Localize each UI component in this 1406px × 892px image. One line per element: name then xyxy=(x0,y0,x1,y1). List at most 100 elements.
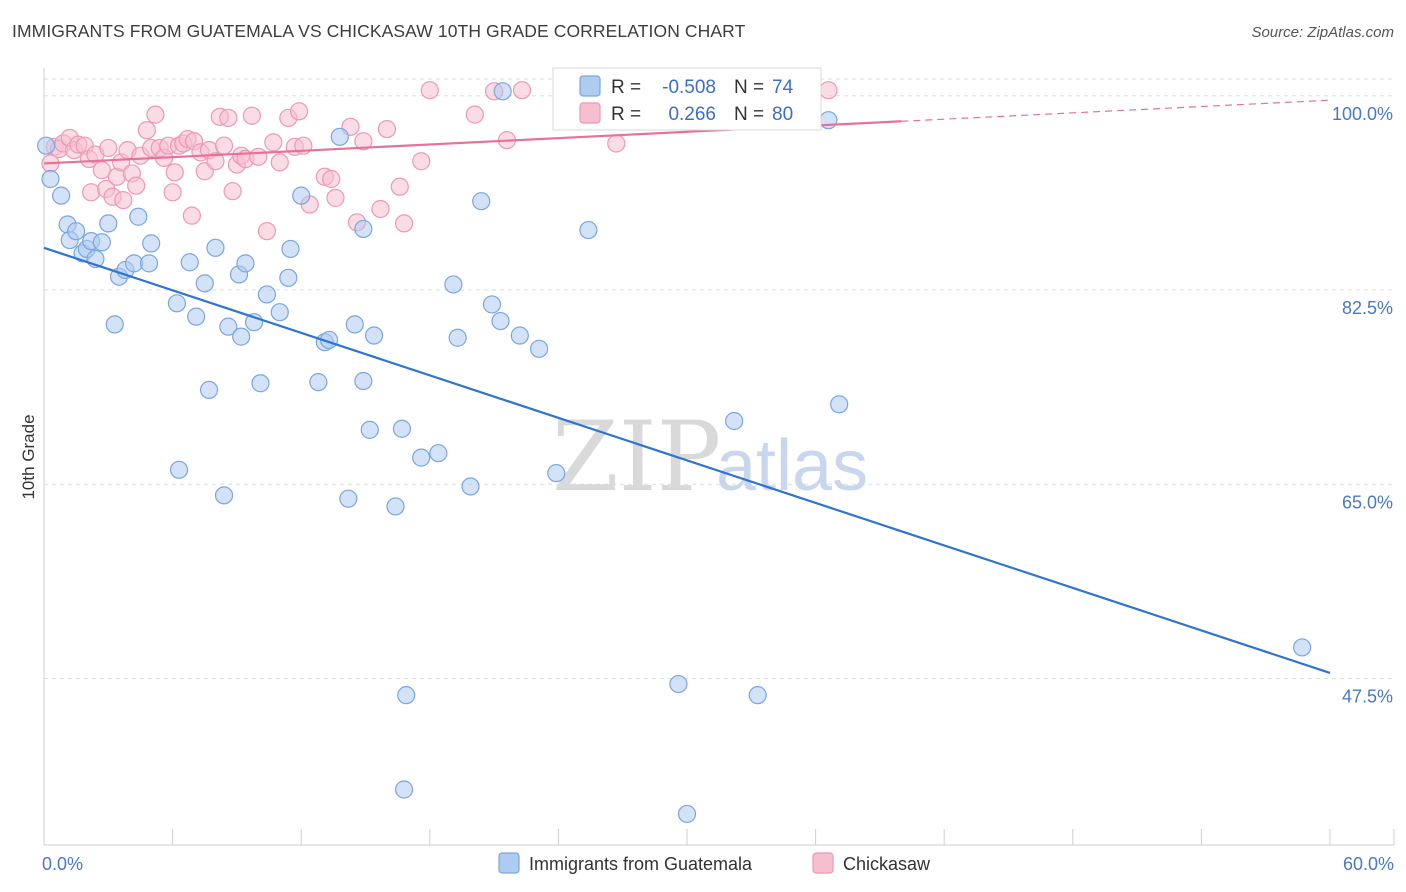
guatemala-point xyxy=(364,326,384,345)
guatemala-point xyxy=(448,328,467,347)
guatemala-point xyxy=(530,339,549,358)
y-tick-labels: 100.0% 82.5% 65.0% 47.5% xyxy=(1332,104,1393,707)
chickasaw-point xyxy=(607,134,626,153)
guatemala-point xyxy=(493,82,512,101)
chickasaw-point xyxy=(182,206,201,225)
guatemala-point xyxy=(579,220,598,240)
series-legend-label-guatemala: Immigrants from Guatemala xyxy=(529,854,753,874)
chickasaw-point xyxy=(412,152,431,171)
guatemala-point xyxy=(392,419,412,438)
guatemala-point xyxy=(397,686,416,705)
watermark-atlas: atlas xyxy=(716,426,868,506)
chickasaw-point xyxy=(137,121,156,140)
chickasaw-point xyxy=(264,133,283,152)
guatemala-point xyxy=(270,303,289,322)
guatemala-point xyxy=(99,214,118,233)
chickasaw-point xyxy=(326,188,345,207)
legend-r-value-chickasaw: 0.266 xyxy=(668,104,716,125)
gridlines xyxy=(44,78,1394,679)
guatemala-point xyxy=(180,253,199,272)
chickasaw-point xyxy=(82,183,101,202)
series-legend: Immigrants from Guatemala Chickasaw xyxy=(498,852,931,874)
guatemala-point xyxy=(444,275,463,294)
y-tick-label: 65.0% xyxy=(1342,492,1393,512)
x-tick-label-min: 0.0% xyxy=(42,854,83,874)
guatemala-point xyxy=(41,169,60,189)
guatemala-point xyxy=(292,186,311,205)
chart-title: IMMIGRANTS FROM GUATEMALA VS CHICKASAW 1… xyxy=(12,21,746,41)
guatemala-point xyxy=(547,464,566,483)
guatemala-point xyxy=(482,295,502,314)
guatemala-point xyxy=(510,326,529,345)
chickasaw-point xyxy=(257,222,277,241)
guatemala-point xyxy=(677,804,697,824)
guatemala-point xyxy=(187,307,206,326)
guatemala-point xyxy=(52,186,71,205)
y-tick-label: 82.5% xyxy=(1342,298,1393,318)
x-tick-label-max: 60.0% xyxy=(1343,854,1394,874)
legend-n-label-chickasaw: N = xyxy=(734,104,764,125)
chickasaw-point xyxy=(512,81,532,100)
guatemala-point xyxy=(129,207,148,226)
guatemala-point xyxy=(37,136,56,155)
guatemala-point xyxy=(105,315,124,334)
watermark-zip: ZIP xyxy=(552,401,721,513)
chickasaw-point xyxy=(270,153,289,172)
guatemala-point xyxy=(195,274,214,293)
chickasaw-point xyxy=(289,102,309,121)
guatemala-point xyxy=(461,477,480,496)
y-tick-label: 47.5% xyxy=(1342,687,1393,707)
guatemala-point xyxy=(386,497,405,516)
guatemala-point xyxy=(330,127,349,146)
chickasaw-point xyxy=(249,147,268,166)
chickasaw-trend-extension xyxy=(901,99,1331,122)
chickasaw-point xyxy=(354,132,373,151)
guatemala-point xyxy=(232,327,251,346)
chickasaw-point xyxy=(371,199,390,219)
guatemala-point xyxy=(236,254,255,273)
guatemala-point xyxy=(394,780,414,799)
guatemala-point xyxy=(142,234,161,253)
guatemala-point xyxy=(1293,638,1312,657)
guatemala-point xyxy=(669,674,688,694)
source-note: Source: ZipAtlas.com xyxy=(1251,24,1394,41)
y-tick-label: 100.0% xyxy=(1332,104,1393,124)
watermark: ZIP atlas xyxy=(552,401,868,513)
chickasaw-point xyxy=(377,119,397,139)
chickasaw-point xyxy=(146,105,165,124)
guatemala-point xyxy=(429,444,448,463)
legend-r-value-guatemala: -0.508 xyxy=(662,77,716,98)
guatemala-point xyxy=(279,268,298,287)
guatemala-point xyxy=(354,371,373,391)
y-axis-title: 10th Grade xyxy=(19,414,38,499)
legend-r-label-chickasaw: R = xyxy=(611,104,641,125)
guatemala-point xyxy=(206,238,225,257)
guatemala-point xyxy=(67,222,86,241)
chickasaw-point xyxy=(242,106,262,125)
guatemala-point xyxy=(309,373,328,392)
guatemala-point xyxy=(339,489,358,508)
series-legend-swatch-guatemala xyxy=(498,852,520,874)
chickasaw-point xyxy=(214,136,234,155)
guatemala-point xyxy=(92,233,111,252)
guatemala-point xyxy=(257,285,277,304)
guatemala-point xyxy=(251,374,270,393)
guatemala-point xyxy=(725,411,744,431)
guatemala-point xyxy=(281,239,300,259)
guatemala-trend-line xyxy=(43,246,1331,674)
guatemala-point xyxy=(139,254,159,273)
chickasaw-point xyxy=(163,183,182,202)
guatemala-point xyxy=(748,686,767,705)
guatemala-points xyxy=(37,82,1312,824)
x-axis-ticks xyxy=(172,829,1395,845)
guatemala-point xyxy=(830,395,849,414)
guatemala-point xyxy=(199,380,219,399)
guatemala-point xyxy=(491,311,510,331)
chickasaw-point xyxy=(165,163,184,182)
chickasaw-point xyxy=(99,138,118,158)
guatemala-point xyxy=(214,486,234,505)
guatemala-point xyxy=(169,460,189,479)
chickasaw-point xyxy=(394,214,414,233)
legend-swatch-guatemala xyxy=(579,75,601,97)
